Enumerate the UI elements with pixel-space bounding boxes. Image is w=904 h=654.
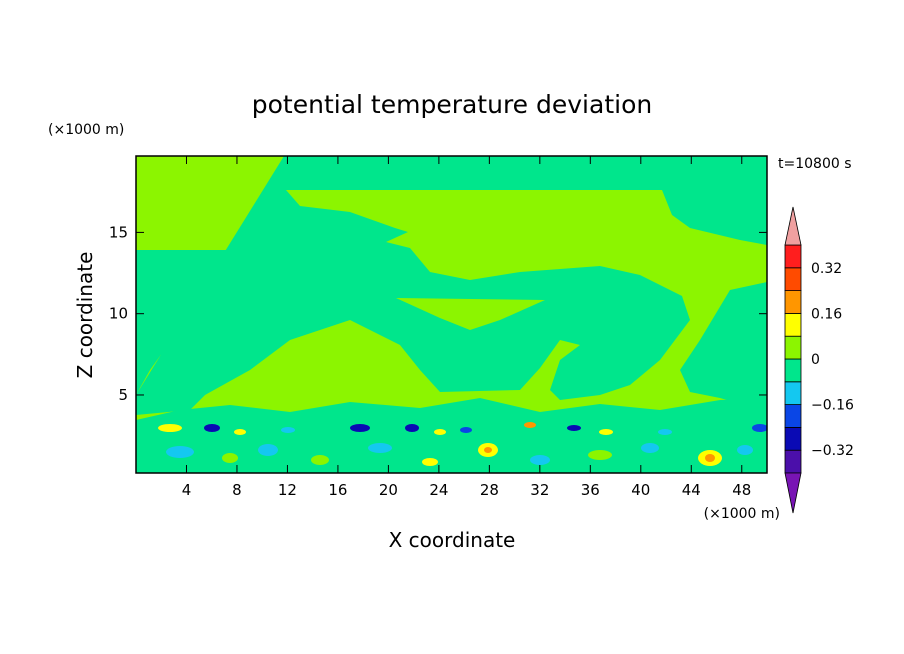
time-label: t=10800 s bbox=[778, 156, 852, 172]
y-tick-label-1: 10 bbox=[109, 305, 128, 323]
colorbar-label-4: 0.32 bbox=[811, 261, 842, 277]
colorbar-label-3: 0.16 bbox=[811, 306, 842, 322]
x-tick-label-3: 16 bbox=[328, 481, 347, 499]
colorbar-label-0: −0.32 bbox=[811, 443, 854, 459]
x-unit-label: (×1000 m) bbox=[704, 506, 780, 522]
x-tick-label-11: 48 bbox=[732, 481, 751, 499]
mid-thin-band bbox=[396, 298, 545, 330]
colorbar-under-arrow bbox=[784, 472, 802, 514]
y-tick-label-0: 5 bbox=[118, 386, 128, 404]
chart-title: potential temperature deviation bbox=[252, 90, 652, 119]
convective-cells bbox=[158, 422, 767, 466]
x-tick-label-0: 4 bbox=[182, 481, 192, 499]
colorbar-swatch-4 bbox=[784, 358, 802, 383]
x-tick-label-5: 24 bbox=[429, 481, 448, 499]
colorbar-swatch-0 bbox=[784, 449, 802, 474]
x-tick-label-8: 36 bbox=[581, 481, 600, 499]
colorbar: −0.32 −0.16 0 0.16 0.32 bbox=[784, 206, 854, 514]
colorbar-label-2: 0 bbox=[811, 352, 820, 368]
contour-field bbox=[136, 156, 767, 473]
colorbar-swatch-1 bbox=[784, 426, 802, 451]
plot-frame bbox=[135, 155, 768, 474]
x-tick-label-10: 44 bbox=[682, 481, 701, 499]
x-tick-label-6: 28 bbox=[480, 481, 499, 499]
colorbar-swatch-8 bbox=[784, 267, 802, 291]
colorbar-swatch-5 bbox=[784, 335, 802, 360]
y-axis-ticks: 5 10 15 bbox=[109, 223, 767, 404]
x-tick-label-9: 40 bbox=[631, 481, 650, 499]
x-axis-ticks: 4 8 12 16 20 24 28 32 36 40 44 48 bbox=[182, 156, 751, 499]
y-tick-label-2: 15 bbox=[109, 223, 128, 241]
y-axis-label: Z coordinate bbox=[73, 252, 97, 379]
colorbar-swatch-2 bbox=[784, 404, 802, 428]
colorbar-over-arrow bbox=[784, 206, 802, 246]
colorbar-swatch-9 bbox=[784, 244, 802, 269]
colorbar-label-1: −0.16 bbox=[811, 398, 854, 414]
colorbar-swatch-6 bbox=[784, 312, 802, 337]
y-unit-label: (×1000 m) bbox=[48, 122, 124, 138]
x-tick-label-7: 32 bbox=[530, 481, 549, 499]
colorbar-swatch-7 bbox=[784, 290, 802, 314]
colorbar-swatch-3 bbox=[784, 381, 802, 405]
x-tick-label-2: 12 bbox=[278, 481, 297, 499]
x-axis-label: X coordinate bbox=[389, 528, 516, 552]
x-tick-label-4: 20 bbox=[379, 481, 398, 499]
x-tick-label-1: 8 bbox=[232, 481, 242, 499]
